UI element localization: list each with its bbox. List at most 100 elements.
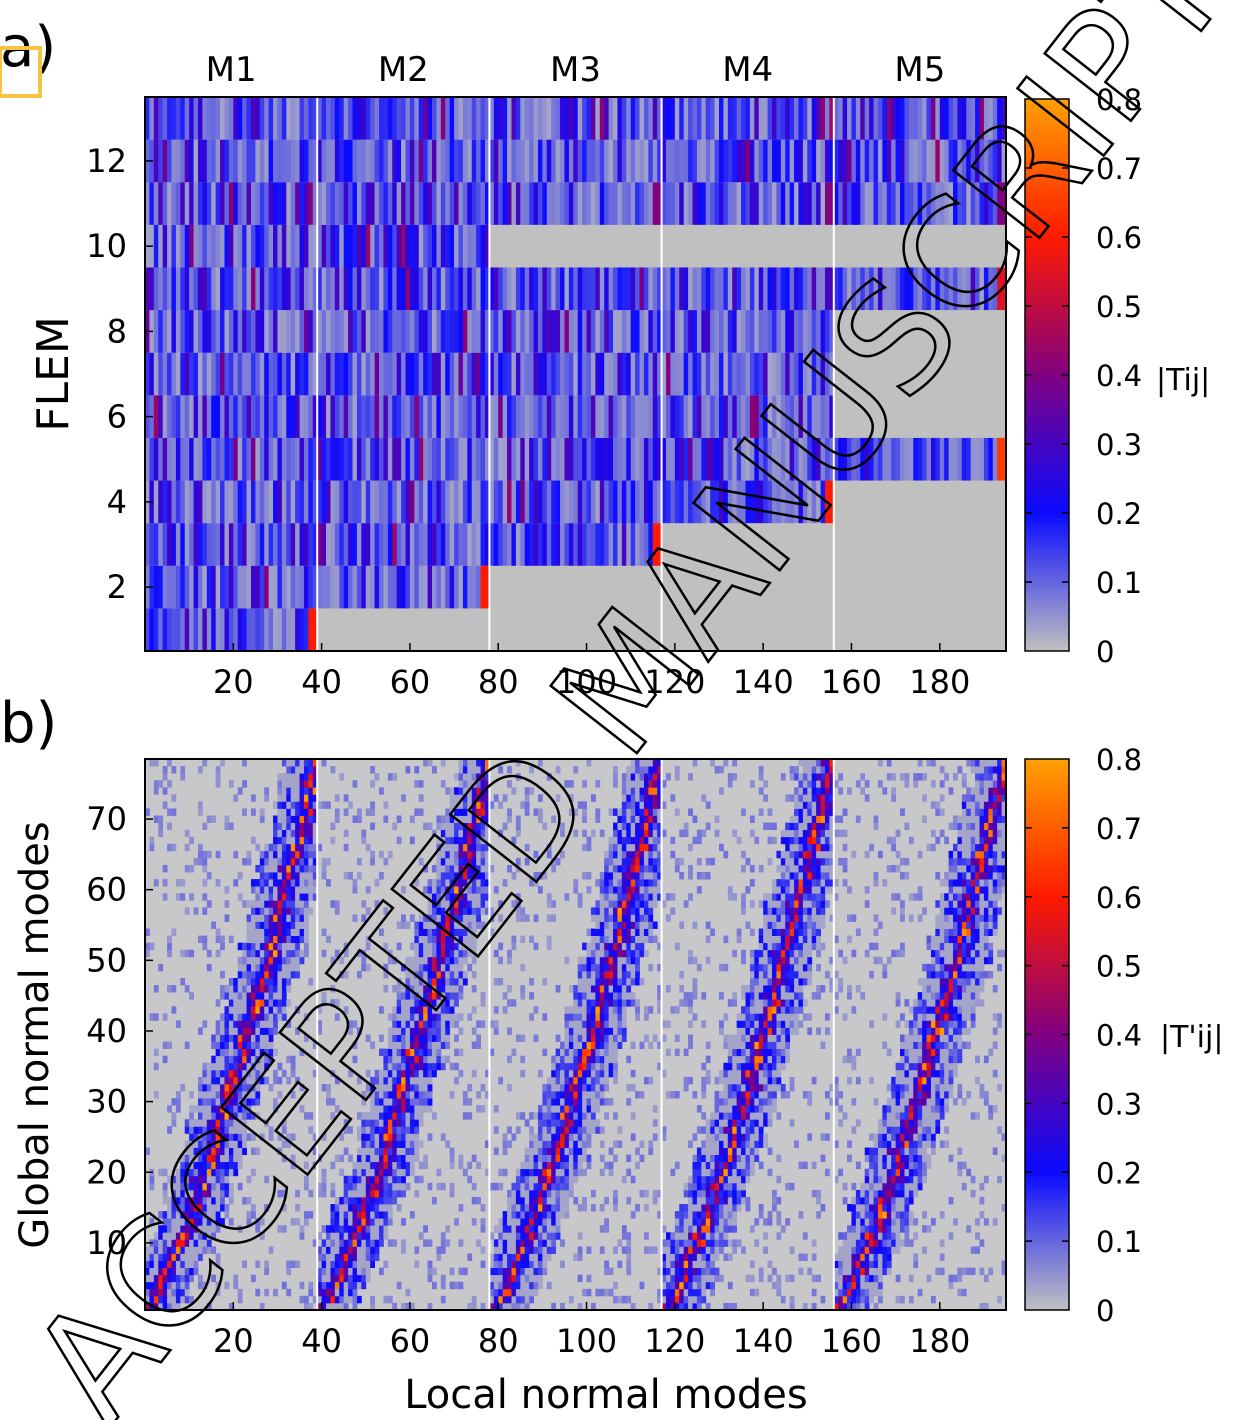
heatmap-cell (480, 1302, 486, 1311)
heatmap-cell (273, 565, 278, 609)
heatmap-cell (383, 1091, 389, 1099)
heatmap-cell (507, 1260, 512, 1269)
heatmap-cell (312, 822, 318, 831)
heatmap-cell (414, 1020, 420, 1028)
heatmap-cell (811, 352, 817, 396)
heatmap-cell (445, 914, 451, 922)
heatmap-cell (648, 395, 654, 438)
heatmap-cell (723, 97, 729, 140)
heatmap-cell (334, 1288, 340, 1297)
heatmap-cell (242, 1020, 247, 1028)
heatmap-cell (339, 480, 345, 524)
heatmap-cell (745, 182, 751, 225)
heatmap-cell (277, 395, 283, 438)
heatmap-cell (507, 1225, 512, 1233)
heatmap-cell (317, 395, 323, 438)
heatmap-cell (568, 1182, 574, 1191)
heatmap-cell (175, 1168, 181, 1177)
heatmap-cell (533, 1246, 539, 1254)
heatmap-cell (966, 267, 972, 311)
heatmap-cell (838, 437, 844, 481)
heatmap-cell (215, 224, 221, 268)
heatmap-cell (255, 1069, 261, 1078)
heatmap-cell (471, 182, 477, 225)
heatmap-cell (577, 523, 583, 566)
heatmap-cell (414, 1076, 420, 1085)
heatmap-cell (891, 267, 897, 311)
heatmap-cell (727, 97, 733, 140)
heatmap-cell (436, 310, 442, 353)
heatmap-cell (237, 999, 243, 1007)
heatmap-cell (440, 267, 446, 311)
heatmap-cell (202, 864, 208, 873)
heatmap-cell (317, 1253, 323, 1261)
heatmap-cell (741, 97, 746, 140)
heatmap-cell (295, 949, 300, 958)
heatmap-cell (277, 480, 283, 524)
heatmap-cell (268, 1006, 274, 1014)
heatmap-cell (303, 900, 309, 908)
heatmap-cell (215, 352, 221, 396)
heatmap-cell (259, 872, 265, 880)
heatmap-cell (683, 352, 689, 396)
heatmap-cell (767, 395, 773, 438)
heatmap-cell (215, 879, 221, 887)
heatmap-cell (551, 1154, 557, 1163)
heatmap-cell (454, 794, 459, 802)
heatmap-cell (498, 523, 504, 566)
heatmap-cell (153, 1062, 159, 1071)
heatmap-cell (847, 139, 852, 183)
heatmap-cell (290, 808, 296, 816)
heatmap-cell (220, 1027, 225, 1035)
heatmap-cell (440, 829, 446, 838)
heatmap-cell (312, 836, 318, 845)
heatmap-cell (529, 1288, 534, 1297)
heatmap-cell (714, 267, 720, 311)
heatmap-cell (268, 182, 274, 225)
heatmap-cell (237, 1182, 243, 1191)
heatmap-cell (484, 310, 490, 353)
heatmap-cell (308, 608, 314, 651)
heatmap-cell (445, 928, 451, 936)
heatmap-cell (432, 395, 437, 438)
heatmap-cell (396, 1105, 402, 1113)
heatmap-cell (145, 1274, 150, 1283)
heatmap-cell (383, 970, 389, 979)
heatmap-cell (264, 608, 270, 651)
heatmap-cell (551, 523, 557, 566)
heatmap-cell (396, 565, 402, 609)
heatmap-cell (379, 1225, 384, 1233)
heatmap-cell (613, 437, 618, 481)
heatmap-cell (454, 773, 459, 781)
heatmap-cell (626, 480, 632, 524)
heatmap-cell (900, 97, 905, 140)
heatmap-cell (476, 224, 481, 268)
heatmap-cell (524, 1204, 530, 1212)
heatmap-cell (604, 480, 610, 524)
heatmap-cell (281, 914, 287, 922)
heatmap-cell (290, 1062, 296, 1071)
heatmap-cell (299, 1232, 305, 1240)
heatmap-cell (277, 1006, 283, 1014)
heatmap-cell (255, 1098, 261, 1106)
heatmap-cell (334, 1105, 340, 1113)
heatmap-cell (197, 480, 203, 524)
heatmap-cell (202, 850, 208, 859)
heatmap-cell (467, 780, 473, 788)
heatmap-cell (877, 97, 883, 140)
heatmap-cell (361, 914, 367, 922)
heatmap-cell (197, 1218, 203, 1226)
heatmap-cell (312, 1239, 318, 1247)
heatmap-cell (308, 523, 314, 566)
heatmap-cell (303, 1034, 309, 1042)
heatmap-cell (577, 1274, 583, 1283)
heatmap-cell (149, 1218, 155, 1226)
heatmap-cell (290, 773, 296, 781)
heatmap-cell (281, 1225, 287, 1233)
heatmap-cell (299, 879, 305, 887)
heatmap-cell (643, 437, 649, 481)
heatmap-cell (189, 352, 194, 396)
heatmap-cell (626, 310, 632, 353)
heatmap-cell (520, 1161, 526, 1170)
heatmap-cell (206, 352, 212, 396)
